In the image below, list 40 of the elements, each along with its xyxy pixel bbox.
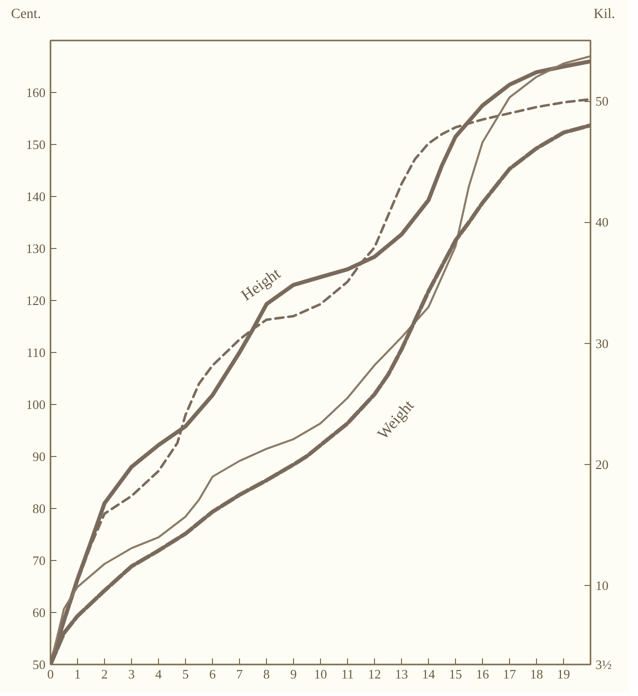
x-tick-label: 7 [236, 666, 244, 682]
x-tick-label: 18 [530, 666, 543, 682]
y-axis-title: Cent. [11, 6, 41, 24]
x-tick-label: 15 [449, 666, 462, 682]
x-tick-label: 17 [503, 666, 516, 682]
y-tick-label: 150 [26, 137, 46, 152]
x-tick-label: 9 [290, 666, 297, 682]
y2-axis-title: Kil. [594, 6, 615, 24]
y2-tick-label: 3½ [596, 657, 612, 672]
x-tick-label: 4 [155, 666, 162, 682]
y2-tick-label: 50 [596, 94, 608, 109]
x-tick-label: 5 [182, 666, 189, 682]
y-tick-label: 100 [26, 397, 46, 412]
y-tick-label: 90 [32, 449, 46, 464]
y-tick-label: 140 [26, 189, 46, 204]
y-tick-label: 60 [32, 605, 46, 620]
y2-tick-label: 40 [596, 214, 608, 230]
x-tick-label: 12 [368, 666, 381, 682]
y-tick-label: 70 [32, 553, 46, 568]
y-tick-label: 120 [26, 293, 46, 308]
x-tick-label: 0 [47, 666, 54, 682]
x-tick-label: 1 [74, 666, 81, 682]
y-tick-label: 130 [26, 241, 46, 256]
x-tick-label: 13 [395, 666, 408, 682]
y2-tick-label: 10 [596, 578, 608, 594]
y-tick-label: 50 [32, 657, 46, 672]
x-tick-label: 19 [557, 666, 570, 682]
y-tick-label: 110 [26, 345, 46, 360]
x-tick-label: 8 [263, 666, 270, 682]
x-tick-label: 3 [128, 666, 135, 682]
x-tick-label: 2 [101, 666, 108, 682]
x-tick-label: 10 [314, 666, 327, 682]
x-tick-label: 6 [209, 666, 216, 682]
y2-tick-label: 30 [596, 336, 608, 351]
x-tick-label: 14 [422, 666, 436, 682]
x-tick-label: 11 [341, 666, 354, 682]
y-tick-label: 80 [32, 501, 46, 516]
y-tick-label: 160 [26, 85, 46, 100]
y2-tick-label: 20 [596, 457, 608, 472]
x-tick-label: 16 [476, 666, 490, 682]
